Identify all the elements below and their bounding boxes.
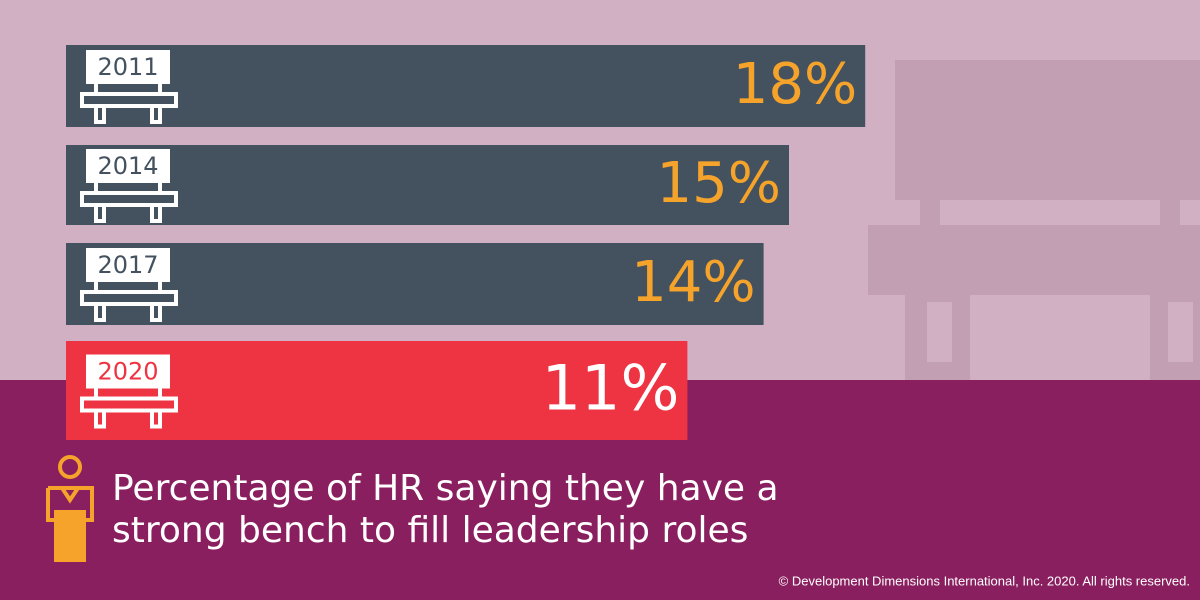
bench-sign [86,149,170,183]
bench-frame [80,280,178,322]
bench-icon [80,354,178,429]
bench-sign [86,248,170,282]
value-label: 14% [631,250,755,315]
caption-line: Percentage of HR saying they have a [112,468,779,509]
value-label: 15% [657,151,781,216]
bench-frame [80,386,178,429]
caption-line: strong bench to fill leadership roles [112,510,748,551]
year-label: 2020 [97,358,158,386]
bench-icon [80,248,178,322]
bench-sign [86,50,170,84]
year-label: 2017 [97,251,158,279]
bar [66,45,866,127]
bench-icon [80,50,178,124]
bench-frame [80,82,178,124]
bench-sign [86,354,170,389]
bench-silhouette [868,60,1200,380]
bar [66,243,764,325]
value-label: 11% [542,352,680,425]
copyright: © Development Dimensions International, … [779,573,1190,588]
year-label: 2011 [97,53,158,81]
bench-icon [80,149,178,223]
bar [66,145,789,225]
value-label: 18% [733,52,857,117]
bench-silhouette-holes [927,302,1193,362]
bench-frame [80,181,178,223]
person-icon [46,455,94,562]
year-label: 2014 [97,152,158,180]
